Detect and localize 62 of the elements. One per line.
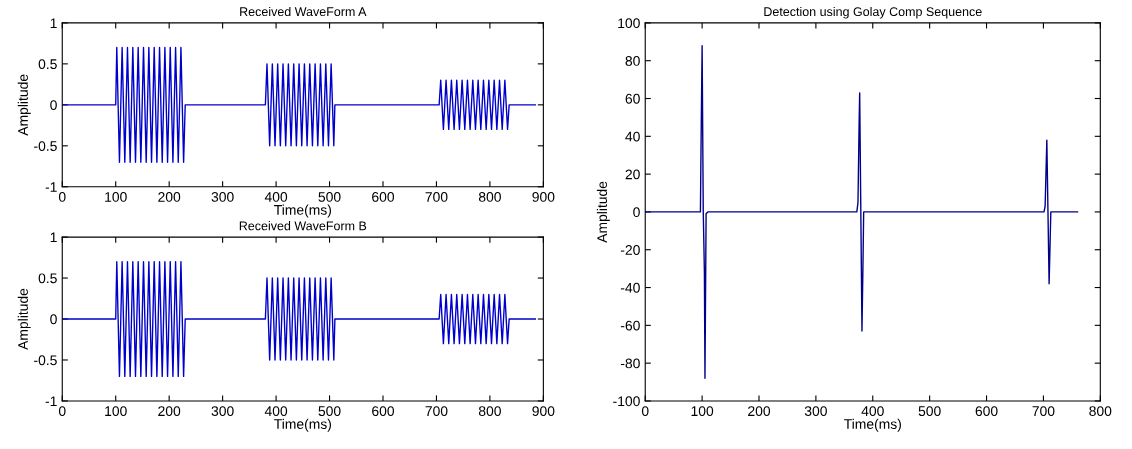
x-tick-label: 0: [641, 406, 649, 417]
x-tick-label: 900: [532, 192, 555, 202]
y-tick-label: -1: [45, 182, 57, 192]
x-tick-label: 100: [105, 192, 127, 202]
chart-title: Received WaveForm A: [240, 6, 367, 17]
x-tick-label: 200: [158, 406, 181, 417]
line-series: [645, 44, 1079, 379]
y-tick-label: 80: [625, 56, 640, 66]
x-tick-label: 700: [1032, 406, 1055, 417]
x-tick-label: 300: [211, 192, 234, 202]
x-tick-label: 700: [425, 406, 448, 417]
x-tick-label: 300: [211, 406, 234, 417]
x-tick-label: 600: [372, 406, 395, 417]
x-tick-label: 100: [691, 406, 714, 417]
y-tick-label: -80: [620, 358, 640, 369]
y-tick-label: 60: [625, 93, 640, 104]
y-tick-label: -100: [613, 396, 640, 407]
x-tick-label: 800: [1089, 406, 1112, 417]
y-tick-label: 20: [625, 169, 640, 180]
y-tick-label: -1: [45, 396, 57, 406]
y-tick-label: -60: [620, 320, 640, 331]
x-tick-label: 500: [918, 406, 941, 417]
x-axis-title: Time(ms): [844, 418, 901, 432]
x-tick-label: 500: [318, 192, 341, 202]
chart-title: Received WaveForm B: [239, 221, 367, 231]
y-tick-label: 0.5: [38, 273, 57, 284]
line-series: [62, 260, 537, 378]
y-tick-label: 1: [50, 18, 57, 28]
x-tick-label: 100: [105, 406, 127, 417]
x-tick-label: 0: [58, 192, 66, 202]
y-tick-label: 0: [50, 314, 57, 325]
x-axis-title: Time(ms): [274, 418, 331, 432]
y-axis-title: Amplitude: [596, 181, 610, 243]
x-tick-label: 400: [861, 406, 884, 417]
y-tick-label: -20: [620, 245, 640, 255]
y-tick-label: -40: [620, 282, 640, 293]
y-tick-label: 0: [633, 207, 640, 218]
y-tick-label: 1: [50, 232, 57, 243]
y-tick-label: 0.5: [38, 59, 57, 70]
x-axis-title: Time(ms): [274, 204, 331, 218]
y-tick-label: -0.5: [34, 355, 57, 366]
y-axis-title: Amplitude: [17, 74, 31, 136]
x-tick-label: 600: [975, 406, 998, 417]
x-tick-label: 400: [264, 406, 288, 417]
x-tick-label: 200: [748, 406, 771, 417]
x-tick-label: 800: [478, 406, 501, 417]
x-tick-label: 900: [532, 406, 555, 417]
y-tick-label: -0.5: [34, 141, 57, 151]
x-tick-label: 200: [158, 192, 181, 202]
x-tick-label: 300: [804, 406, 827, 417]
x-tick-label: 800: [478, 192, 501, 202]
y-tick-label: 40: [625, 131, 640, 142]
y-axis-title: Amplitude: [17, 288, 31, 350]
y-tick-label: 0: [50, 100, 57, 111]
x-tick-label: 600: [372, 192, 395, 202]
chart-title: Detection using Golay Comp Sequence: [764, 6, 982, 19]
x-tick-label: 0: [58, 406, 66, 417]
x-tick-label: 400: [264, 192, 288, 202]
x-tick-label: 700: [425, 192, 448, 202]
y-tick-label: 100: [618, 18, 640, 29]
line-series: [62, 46, 537, 163]
x-tick-label: 500: [318, 406, 341, 417]
